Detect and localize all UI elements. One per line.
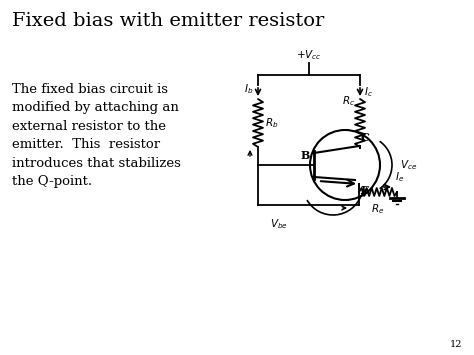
Text: $I_b$: $I_b$ [244,82,253,96]
Text: $R_b$: $R_b$ [265,116,278,130]
Text: $V_{ce}$: $V_{ce}$ [400,158,417,172]
Text: $R_c$: $R_c$ [342,94,355,108]
Text: 12: 12 [449,340,462,349]
Text: E: E [361,185,370,196]
Text: $R_e$: $R_e$ [371,202,385,216]
Text: $V_{be}$: $V_{be}$ [270,217,288,231]
Text: Fixed bias with emitter resistor: Fixed bias with emitter resistor [12,12,324,30]
Text: $I_e$: $I_e$ [395,170,404,184]
Text: $+V_{cc}$: $+V_{cc}$ [296,48,322,62]
Text: The fixed bias circuit is
modified by attaching an
external resistor to the
emit: The fixed bias circuit is modified by at… [12,83,181,189]
Text: B: B [301,150,310,161]
Text: $I_c$: $I_c$ [364,85,373,99]
Text: C: C [361,132,370,143]
